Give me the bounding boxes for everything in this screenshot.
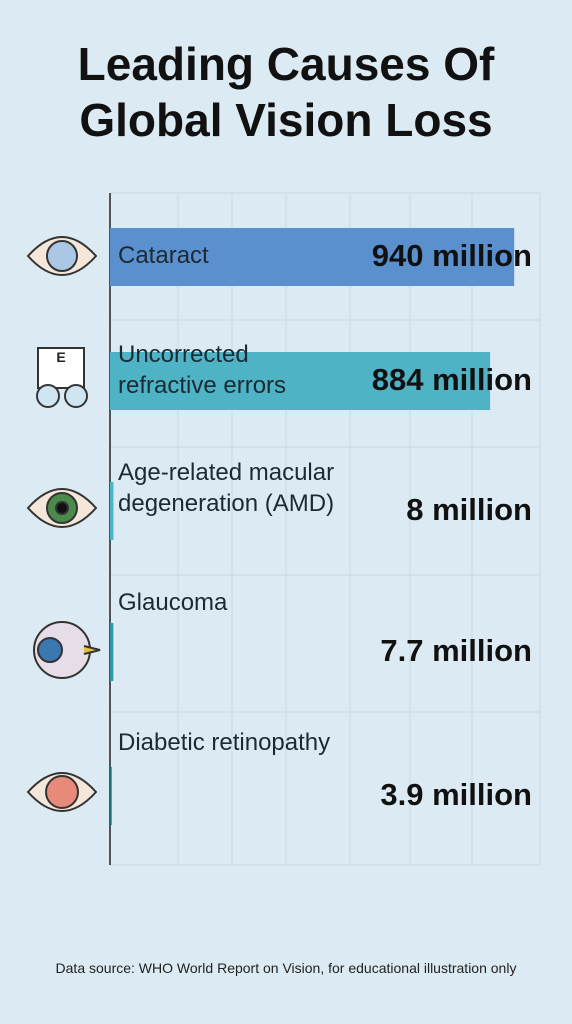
svg-text:E: E (56, 349, 65, 365)
value-label: 940 million (371, 238, 532, 273)
source-note: Data source: WHO World Report on Vision,… (55, 960, 517, 976)
value-label: 884 million (371, 362, 532, 397)
category-label: Cataract (118, 242, 209, 269)
bar (110, 228, 515, 286)
value-label: 7.7 million (380, 633, 532, 668)
bar (110, 623, 114, 681)
icons: E (26, 236, 101, 812)
bar (110, 767, 112, 825)
chart-title: Leading Causes Of Global Vision Loss (77, 38, 495, 146)
category-label: Uncorrected refractive errors (118, 341, 287, 399)
value-label: 3.9 million (380, 777, 532, 812)
grid-decoration (110, 192, 541, 866)
value-label: 8 million (406, 492, 532, 527)
category-label: Diabetic retinopathy (118, 729, 331, 756)
category-label: Glaucoma (118, 589, 228, 616)
bar (110, 482, 114, 540)
bar (110, 352, 491, 410)
category-label: Age-related macular degeneration (AMD) (118, 459, 335, 517)
